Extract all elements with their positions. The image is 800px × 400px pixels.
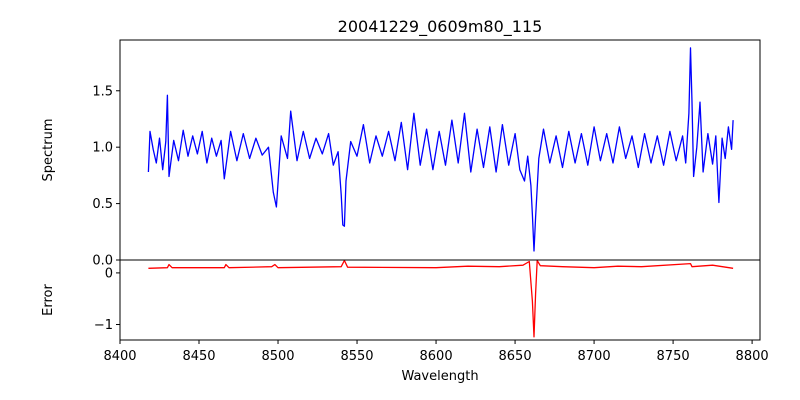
x-tick-label: 8750	[657, 349, 690, 364]
y-tick-label: 0.5	[92, 197, 113, 212]
x-tick-label: 8400	[103, 349, 136, 364]
y-tick-label: 0	[105, 266, 113, 281]
y-tick-label: 1.0	[92, 141, 113, 156]
x-tick-label: 8500	[261, 349, 294, 364]
x-tick-label: 8650	[499, 349, 532, 364]
y-tick-label: −1	[94, 318, 113, 333]
error-y-ticks: 0 −1	[94, 266, 120, 333]
error-ylabel: Error	[41, 284, 56, 316]
x-tick-label: 8450	[182, 349, 215, 364]
y-tick-label: 0.0	[92, 254, 113, 269]
spectrum-y-ticks: 0.0 0.5 1.0 1.5	[92, 84, 120, 269]
error-axes-frame	[119, 259, 761, 341]
spectrum-line	[147, 47, 734, 252]
spectrum-series	[147, 47, 734, 252]
x-tick-label: 8550	[340, 349, 373, 364]
chart-title: 20041229_0609m80_115	[338, 17, 543, 37]
x-ticks: 8400 8450 8500 8550 8600 8650 8700 8750 8800	[103, 340, 769, 364]
y-tick-label: 1.5	[92, 84, 113, 99]
error-line	[148, 259, 734, 338]
x-tick-label: 8700	[578, 349, 611, 364]
error-series	[148, 259, 734, 338]
spectrum-ylabel: Spectrum	[41, 119, 56, 182]
x-axis-label: Wavelength	[401, 369, 478, 384]
x-tick-label: 8600	[420, 349, 453, 364]
x-tick-label: 8800	[736, 349, 769, 364]
spectrum-axes-frame	[119, 39, 761, 261]
